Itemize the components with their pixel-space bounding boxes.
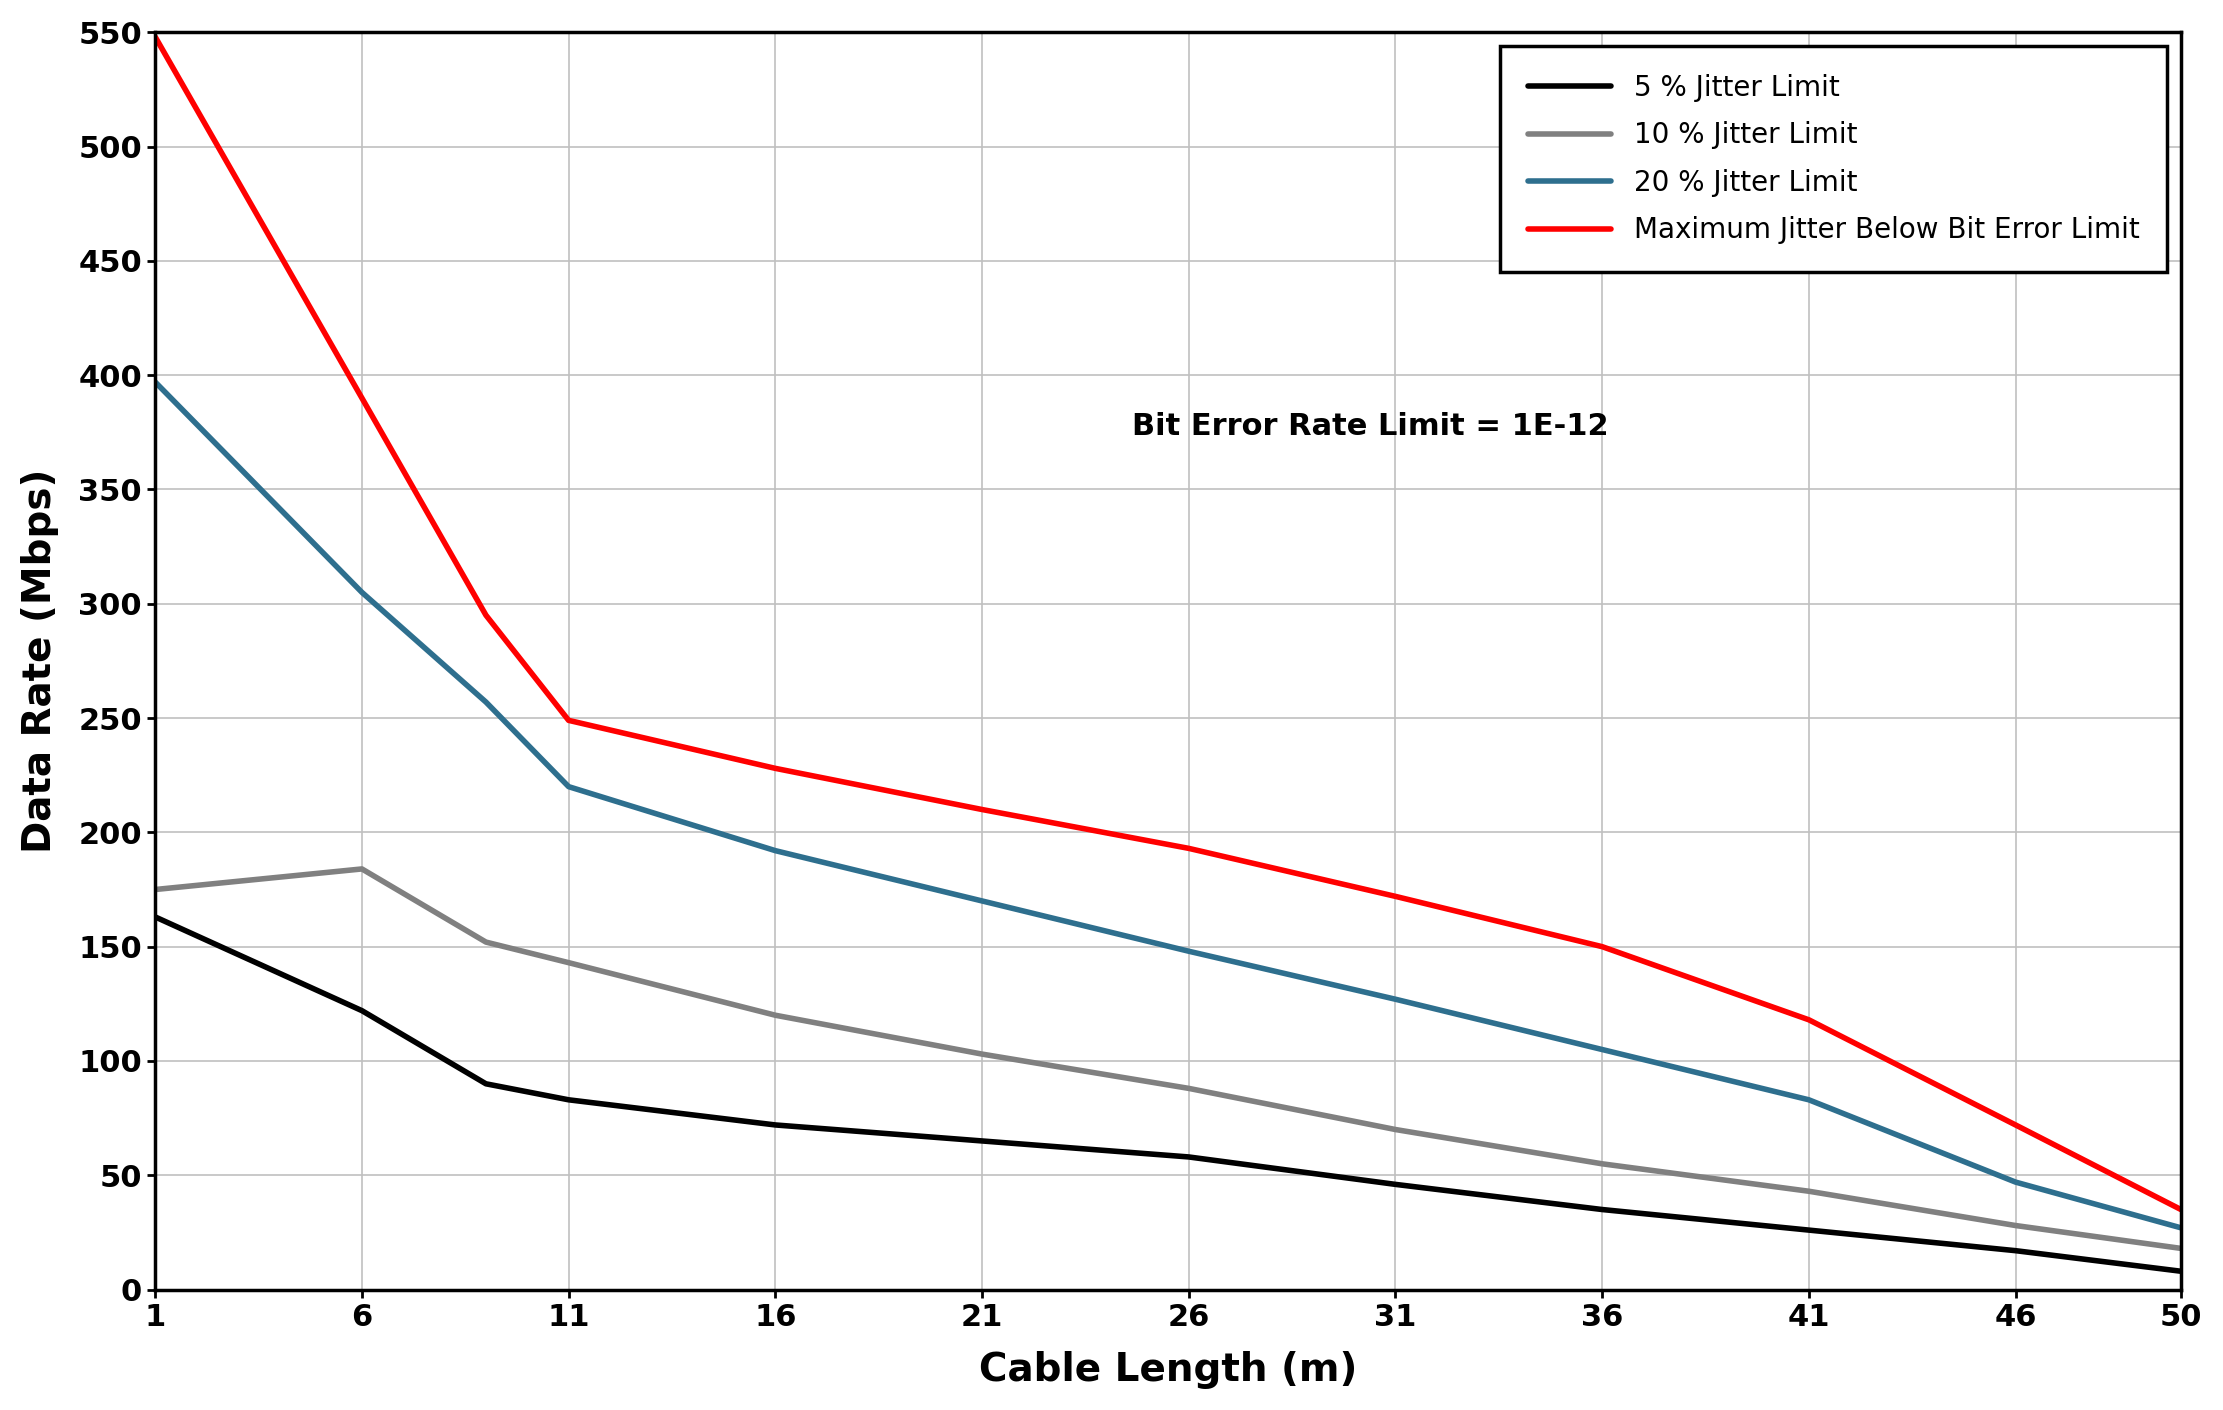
Maximum Jitter Below Bit Error Limit [1796,1011,1823,1028]
5 % Jitter Limit [969,1132,996,1149]
10 % Jitter Limit [2003,1217,2030,1234]
10 % Jitter Limit [349,860,376,877]
20 % Jitter Limit [473,694,500,711]
Line: 5 % Jitter Limit: 5 % Jitter Limit [156,916,2181,1272]
5 % Jitter Limit [473,1076,500,1093]
Line: Maximum Jitter Below Bit Error Limit: Maximum Jitter Below Bit Error Limit [156,37,2181,1210]
5 % Jitter Limit [2003,1242,2030,1259]
Maximum Jitter Below Bit Error Limit [1176,840,1203,857]
Maximum Jitter Below Bit Error Limit [473,606,500,623]
20 % Jitter Limit [1589,1041,1616,1058]
10 % Jitter Limit [2167,1239,2194,1256]
20 % Jitter Limit [1796,1091,1823,1108]
Maximum Jitter Below Bit Error Limit [1589,938,1616,955]
X-axis label: Cable Length (m): Cable Length (m) [978,1351,1358,1389]
20 % Jitter Limit [2167,1220,2194,1237]
10 % Jitter Limit [762,1007,789,1024]
5 % Jitter Limit [142,908,169,925]
5 % Jitter Limit [1176,1149,1203,1166]
Y-axis label: Data Rate (Mbps): Data Rate (Mbps) [20,468,58,853]
Legend: 5 % Jitter Limit, 10 % Jitter Limit, 20 % Jitter Limit, Maximum Jitter Below Bit: 5 % Jitter Limit, 10 % Jitter Limit, 20 … [1501,47,2167,272]
Maximum Jitter Below Bit Error Limit [2003,1117,2030,1134]
5 % Jitter Limit [349,1003,376,1019]
Line: 10 % Jitter Limit: 10 % Jitter Limit [156,869,2181,1248]
5 % Jitter Limit [556,1091,582,1108]
5 % Jitter Limit [1383,1176,1409,1193]
20 % Jitter Limit [762,842,789,859]
20 % Jitter Limit [349,584,376,601]
20 % Jitter Limit [2003,1173,2030,1190]
10 % Jitter Limit [142,881,169,898]
5 % Jitter Limit [1589,1201,1616,1218]
Maximum Jitter Below Bit Error Limit [969,801,996,818]
Text: Bit Error Rate Limit = 1E-12: Bit Error Rate Limit = 1E-12 [1132,412,1609,441]
20 % Jitter Limit [969,893,996,909]
5 % Jitter Limit [1796,1221,1823,1238]
10 % Jitter Limit [1383,1121,1409,1138]
10 % Jitter Limit [473,933,500,950]
20 % Jitter Limit [142,374,169,391]
10 % Jitter Limit [1176,1080,1203,1097]
Line: 20 % Jitter Limit: 20 % Jitter Limit [156,382,2181,1228]
5 % Jitter Limit [2167,1263,2194,1280]
10 % Jitter Limit [556,955,582,971]
Maximum Jitter Below Bit Error Limit [2167,1201,2194,1218]
10 % Jitter Limit [969,1046,996,1063]
20 % Jitter Limit [1383,991,1409,1008]
Maximum Jitter Below Bit Error Limit [1383,888,1409,905]
10 % Jitter Limit [1589,1155,1616,1172]
Maximum Jitter Below Bit Error Limit [349,389,376,406]
10 % Jitter Limit [1796,1183,1823,1200]
Maximum Jitter Below Bit Error Limit [142,28,169,45]
Maximum Jitter Below Bit Error Limit [762,760,789,777]
20 % Jitter Limit [556,778,582,795]
20 % Jitter Limit [1176,943,1203,960]
5 % Jitter Limit [762,1117,789,1134]
Maximum Jitter Below Bit Error Limit [556,712,582,729]
